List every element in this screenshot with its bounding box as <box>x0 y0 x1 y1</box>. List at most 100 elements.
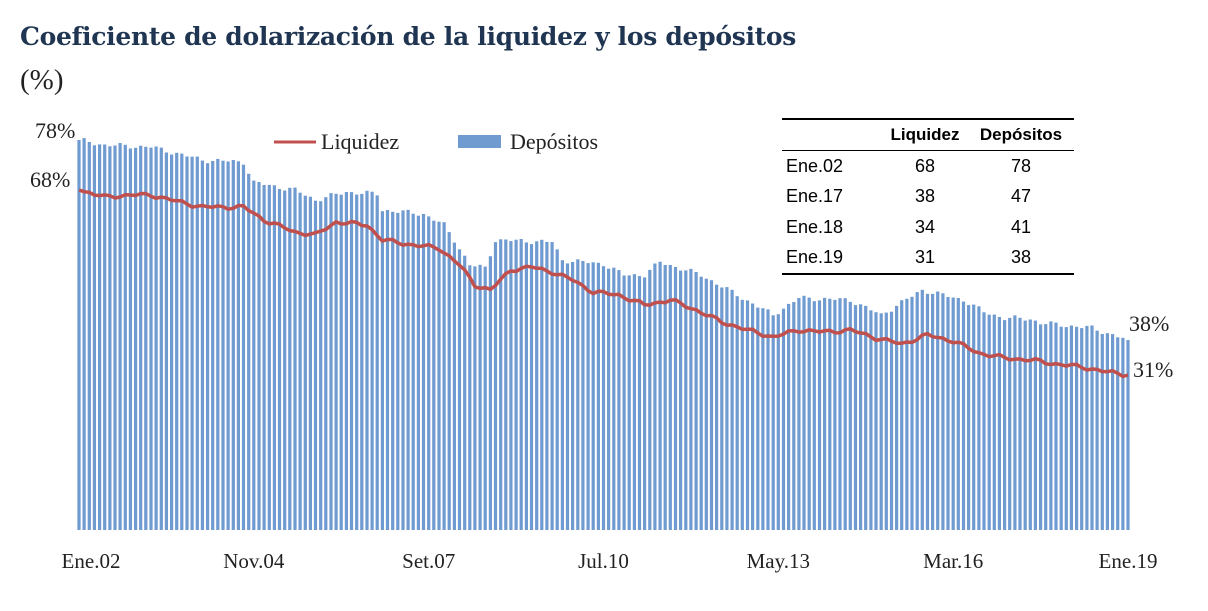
x-tick-label: Ene.19 <box>1099 549 1158 573</box>
deposit-bar <box>936 291 940 530</box>
table-row: Ene.17 38 47 <box>782 182 1074 213</box>
deposit-bar <box>540 239 544 531</box>
deposit-bar <box>689 268 693 530</box>
deposit-bar <box>576 259 580 530</box>
deposit-bar <box>740 299 744 530</box>
deposit-bar <box>879 313 883 530</box>
deposit-bar <box>987 314 991 530</box>
deposit-bar <box>730 289 734 530</box>
deposit-bar <box>823 297 827 530</box>
deposit-bar <box>190 156 194 530</box>
deposit-bar <box>781 308 786 530</box>
deposit-bar <box>468 265 472 530</box>
deposit-bar <box>308 196 312 530</box>
deposit-bar <box>1013 315 1017 530</box>
table-cell: Ene.02 <box>786 155 844 176</box>
deposit-bar <box>252 180 256 530</box>
table-cell: 31 <box>914 247 936 268</box>
deposit-bar <box>77 140 81 530</box>
deposit-bar <box>288 187 292 531</box>
deposit-bar <box>761 308 765 530</box>
deposit-bar <box>247 173 251 531</box>
deposit-bar <box>267 184 271 530</box>
deposit-bar <box>699 276 703 530</box>
table-header-cell: Liquidez <box>890 125 960 144</box>
deposit-bar <box>442 222 446 530</box>
deposit-bar <box>1064 327 1068 530</box>
deposit-bar <box>226 161 230 530</box>
annotation-liq-end: 31% <box>1133 357 1173 382</box>
deposit-bar <box>509 241 513 530</box>
deposit-bar <box>478 264 482 530</box>
deposit-bar <box>1121 337 1125 530</box>
deposit-bar <box>92 145 96 531</box>
deposit-bar <box>329 193 333 530</box>
deposit-bar <box>493 242 498 530</box>
deposit-bar <box>951 297 955 530</box>
deposit-bars <box>77 138 1130 531</box>
deposit-bar <box>550 242 554 530</box>
deposit-bar <box>915 292 919 530</box>
deposit-bar <box>1080 328 1084 530</box>
deposit-bar <box>370 191 374 530</box>
x-tick-label: Ene.02 <box>62 549 121 573</box>
deposit-bar <box>108 146 112 531</box>
deposit-bar <box>87 142 91 530</box>
deposit-bar <box>175 152 179 531</box>
deposit-bar <box>668 265 672 530</box>
deposit-bar <box>591 262 595 530</box>
deposit-bar <box>612 267 616 530</box>
deposit-bar <box>946 297 950 530</box>
deposit-bar <box>154 146 158 530</box>
table-cell: 38 <box>914 186 936 207</box>
deposit-bar <box>565 263 570 530</box>
deposit-bar <box>622 275 626 530</box>
deposit-bar <box>236 161 240 531</box>
deposit-bar <box>797 298 801 530</box>
deposit-bar <box>380 211 384 530</box>
deposit-bar <box>134 147 138 531</box>
deposit-bar <box>144 146 148 531</box>
deposit-bar <box>1100 334 1104 530</box>
deposit-bar <box>324 197 328 530</box>
deposit-bar <box>771 315 775 530</box>
deposit-bar <box>149 147 153 530</box>
deposit-bar <box>884 312 888 530</box>
deposit-bar <box>524 242 528 530</box>
deposit-bar <box>262 185 266 530</box>
deposit-bar <box>1059 326 1063 530</box>
deposit-bar <box>98 144 102 530</box>
deposit-bar <box>812 301 816 530</box>
deposit-bar <box>313 200 318 530</box>
deposit-bar <box>1090 325 1094 530</box>
deposit-bar <box>982 312 986 530</box>
annotation-dep-start: 78% <box>35 118 75 143</box>
deposit-bar <box>216 158 220 530</box>
deposit-bar <box>632 274 636 530</box>
table-header-cell: Depósitos <box>979 125 1063 144</box>
deposit-bar <box>967 305 971 530</box>
deposit-bar <box>1105 333 1109 530</box>
deposit-bar <box>828 298 832 530</box>
x-tick-label: Nov.04 <box>223 549 285 573</box>
deposit-bar <box>766 309 770 530</box>
deposit-bar <box>128 148 132 530</box>
deposit-bar <box>627 275 631 530</box>
deposit-bar <box>905 298 909 530</box>
deposit-bar <box>365 190 369 531</box>
deposit-bar <box>339 194 343 530</box>
legend: Liquidez Depósitos <box>274 129 598 154</box>
deposit-bar <box>555 249 559 530</box>
deposit-bar <box>170 154 174 530</box>
deposit-bar <box>319 201 323 530</box>
deposit-bar <box>1003 320 1007 530</box>
deposit-bar <box>421 214 426 530</box>
deposit-bar <box>519 239 523 530</box>
x-tick-label: Set.07 <box>402 549 455 573</box>
deposit-bar <box>1044 324 1048 530</box>
table-cell: Ene.19 <box>786 247 844 268</box>
deposit-bar <box>277 189 282 530</box>
deposit-bar <box>807 297 811 530</box>
deposit-bar <box>159 147 163 530</box>
